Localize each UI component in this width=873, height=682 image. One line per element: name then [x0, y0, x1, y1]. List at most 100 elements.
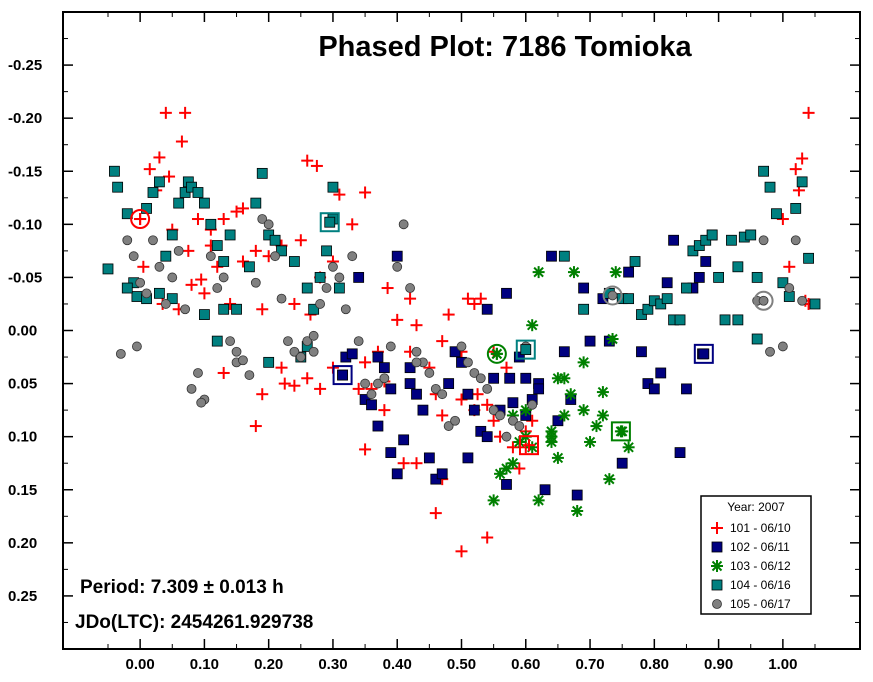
y-tick-label: 0.10: [8, 429, 37, 446]
data-point: [391, 468, 403, 480]
data-point: [504, 372, 516, 384]
highlight-ring: [486, 343, 507, 364]
data-point: [180, 304, 191, 315]
data-point: [461, 292, 474, 305]
data-point: [551, 372, 564, 385]
data-point: [372, 351, 384, 363]
data-point: [112, 181, 124, 193]
data-point: [141, 288, 152, 299]
data-point: [790, 235, 801, 246]
data-point: [578, 303, 590, 315]
legend-item: 101 - 06/10: [711, 521, 791, 535]
data-point: [758, 295, 769, 306]
highlight-box: [515, 339, 536, 360]
y-tick-label: -0.25: [8, 57, 42, 74]
data-point: [495, 410, 505, 421]
highlight-point: [753, 290, 774, 311]
x-tick-label: 0.80: [640, 656, 669, 673]
star-d2: [568, 266, 580, 278]
data-point: [185, 278, 198, 291]
data-point: [488, 405, 499, 416]
x-tick-label: 0.10: [190, 656, 219, 673]
data-point: [135, 277, 146, 288]
data-point: [668, 234, 680, 246]
highlight-box: [332, 365, 353, 386]
data-point: [614, 425, 627, 438]
data-point: [802, 106, 815, 119]
data-point: [520, 372, 532, 384]
data-point: [132, 341, 142, 352]
data-point: [205, 218, 217, 230]
data-point: [278, 377, 291, 390]
data-point: [558, 409, 571, 422]
data-point: [270, 251, 281, 262]
star-d2: [604, 473, 615, 485]
highlight-point: [319, 212, 340, 233]
data-point: [217, 366, 230, 379]
data-point: [199, 197, 210, 209]
data-point: [764, 181, 776, 193]
star-d2: [607, 333, 618, 345]
data-point: [514, 421, 525, 431]
data-point: [134, 213, 147, 226]
star-d2: [597, 410, 609, 421]
data-point: [109, 165, 120, 177]
data-point: [475, 373, 486, 384]
data-point: [205, 251, 216, 262]
data-point: [558, 346, 570, 358]
data-point: [182, 244, 195, 257]
legend-marker: [711, 522, 723, 534]
data-point: [173, 197, 185, 209]
data-point: [751, 272, 763, 283]
data-point: [463, 357, 473, 368]
data-point: [436, 468, 448, 480]
data-point: [783, 291, 795, 302]
data-point: [513, 462, 526, 475]
data-point: [713, 272, 724, 283]
data-point: [758, 235, 769, 246]
data-point: [321, 283, 332, 293]
data-point: [404, 292, 417, 305]
data-point: [301, 154, 314, 167]
data-point: [745, 229, 757, 241]
data-point: [487, 494, 500, 507]
y-tick-label: 0.05: [8, 376, 37, 393]
data-point: [629, 256, 641, 267]
data-point: [167, 272, 178, 283]
x-tick-label: 0.70: [575, 656, 604, 673]
data-point: [218, 256, 230, 267]
star-d2: [584, 436, 596, 448]
period-annotation: Period: 7.309 ± 0.013 h: [80, 577, 284, 598]
data-point: [411, 357, 422, 368]
highlight-point: [693, 343, 714, 364]
data-point: [474, 292, 487, 305]
data-point: [131, 291, 143, 302]
data-point: [321, 245, 332, 257]
data-point: [269, 234, 281, 246]
data-point: [198, 287, 211, 300]
data-point: [199, 309, 210, 320]
data-point: [455, 545, 468, 558]
data-point: [751, 333, 763, 345]
data-point: [352, 382, 365, 395]
data-point: [777, 341, 788, 352]
star-d2: [597, 386, 609, 398]
data-point: [429, 507, 442, 520]
data-point: [532, 494, 545, 507]
data-point: [128, 251, 139, 262]
data-point: [648, 383, 660, 395]
legend-label: 103 - 06/12: [730, 559, 791, 573]
data-point: [302, 336, 313, 347]
data-point: [803, 252, 814, 264]
data-point: [437, 389, 448, 400]
data-point: [379, 373, 390, 384]
data-point: [310, 159, 323, 172]
data-point: [314, 272, 326, 283]
data-point: [337, 369, 348, 381]
data-point: [385, 341, 396, 352]
legend-marker: [712, 599, 722, 609]
data-point: [506, 457, 519, 470]
star-d2: [491, 348, 503, 360]
data-point: [488, 372, 500, 384]
star-d2: [552, 373, 564, 384]
